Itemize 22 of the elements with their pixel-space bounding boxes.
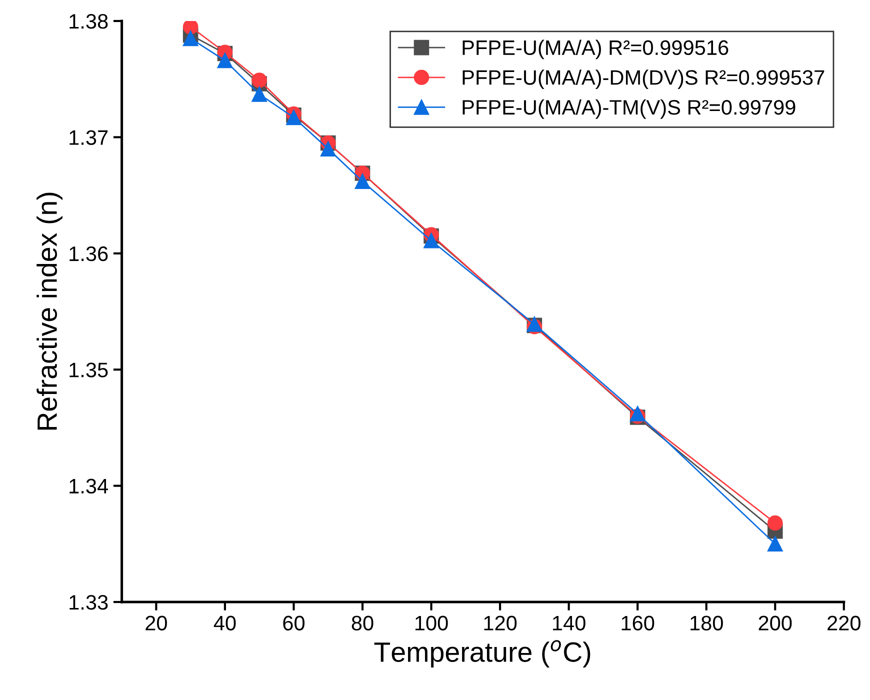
y-tick-label: 1.36 [70, 246, 108, 262]
x-tick-label: 60 [283, 616, 304, 630]
x-tick-label: 80 [352, 616, 374, 630]
x-tick-label: 200 [758, 616, 792, 630]
y-tick-label: 1.33 [70, 595, 108, 610]
x-tick-label: 120 [484, 616, 517, 630]
x-tick-label: 160 [622, 616, 654, 630]
x-tick-label: 180 [690, 616, 723, 630]
y-tick-label: 1.35 [70, 362, 108, 378]
y-axis-title: Refractive index (n) [36, 192, 62, 430]
legend-label: PFPE-U(MA/A)-TM(V)S R²=0.99799 [462, 99, 796, 119]
x-tick-label: 220 [828, 616, 860, 630]
x-tick-label: 40 [214, 616, 236, 630]
y-tick-label: 1.37 [70, 130, 108, 145]
x-tick-label: 20 [146, 616, 167, 630]
legend-label: PFPE-U(MA/A)-DM(DV)S R²=0.999537 [462, 70, 824, 89]
y-tick-label: 1.38 [70, 14, 108, 29]
y-tick-label: 1.34 [70, 478, 108, 494]
x-tick-label: 140 [553, 616, 586, 630]
x-tick-label: 100 [415, 616, 448, 630]
x-axis-title: Temperature ($^{o}$C) [374, 640, 590, 668]
legend-label: PFPE-U(MA/A) R²=0.999516 [462, 40, 728, 60]
